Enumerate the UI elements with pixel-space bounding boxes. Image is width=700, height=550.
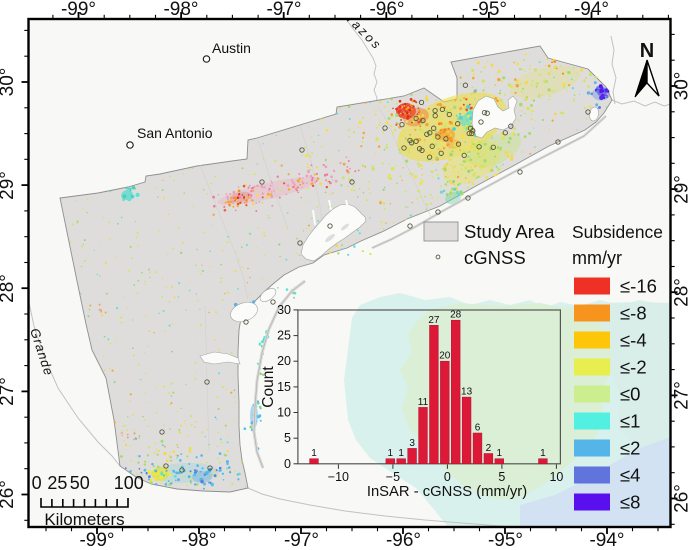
svg-text:-99°: -99° [79,530,114,550]
svg-text:5: 5 [284,431,291,445]
svg-text:1: 1 [311,448,317,459]
svg-text:-96°: -96° [386,530,421,550]
svg-text:Study Area: Study Area [464,221,555,242]
svg-text:25: 25 [47,473,67,493]
svg-text:-94°: -94° [589,530,624,550]
svg-text:-96°: -96° [369,0,404,20]
svg-text:10: 10 [549,470,563,484]
svg-text:-98°: -98° [181,530,216,550]
svg-text:InSAR - cGNSS (mm/yr): InSAR - cGNSS (mm/yr) [367,484,527,500]
svg-text:28: 28 [450,310,462,321]
svg-text:15: 15 [277,380,291,394]
svg-text:26°: 26° [672,484,693,513]
svg-text:Subsidence: Subsidence [572,222,663,242]
svg-text:30°: 30° [672,72,693,101]
svg-text:≤0: ≤0 [620,384,640,405]
svg-text:13: 13 [461,387,473,398]
svg-text:N: N [640,40,654,62]
svg-text:27°: 27° [672,381,693,410]
svg-text:≤-2: ≤-2 [620,357,647,378]
svg-text:29°: 29° [672,175,693,204]
svg-text:27°: 27° [0,377,18,406]
svg-text:1: 1 [540,448,546,459]
svg-text:10: 10 [277,406,291,420]
svg-text:1: 1 [388,448,394,459]
svg-text:29°: 29° [0,171,18,200]
svg-text:≤-4: ≤-4 [620,330,647,351]
svg-text:Austin: Austin [212,40,251,56]
svg-text:≤8: ≤8 [620,492,640,513]
svg-text:−10: −10 [328,470,349,484]
svg-text:Count: Count [260,366,277,408]
svg-text:≤1: ≤1 [620,411,640,432]
svg-text:5: 5 [498,470,505,484]
svg-text:30°: 30° [0,68,18,97]
svg-text:11: 11 [418,397,429,408]
svg-text:-99°: -99° [61,0,96,20]
svg-text:26°: 26° [0,480,18,509]
svg-text:≤2: ≤2 [620,438,640,459]
svg-text:0: 0 [444,470,451,484]
svg-text:-97°: -97° [284,530,319,550]
svg-text:mm/yr: mm/yr [572,248,622,268]
svg-text:≤4: ≤4 [620,465,640,486]
svg-text:2: 2 [486,443,492,454]
svg-text:50: 50 [70,473,90,493]
svg-text:25: 25 [277,329,291,343]
svg-text:Kilometers: Kilometers [44,510,124,529]
svg-text:6: 6 [475,423,481,434]
svg-text:-95°: -95° [488,530,523,550]
svg-text:100: 100 [114,473,144,493]
svg-text:San Antonio: San Antonio [137,125,213,141]
svg-text:-95°: -95° [472,0,507,20]
svg-text:1: 1 [497,448,503,459]
svg-text:28°: 28° [0,274,18,303]
svg-text:28°: 28° [672,278,693,307]
svg-text:-98°: -98° [163,0,198,20]
svg-text:20: 20 [439,351,451,362]
svg-text:0: 0 [284,457,291,471]
svg-text:1: 1 [398,448,404,459]
svg-text:cGNSS: cGNSS [464,247,526,268]
svg-text:≤-16: ≤-16 [620,276,657,297]
svg-text:≤-8: ≤-8 [620,303,647,324]
svg-text:27: 27 [428,315,440,326]
svg-text:20: 20 [277,354,291,368]
svg-text:-94°: -94° [574,0,609,20]
svg-text:3: 3 [409,438,415,449]
svg-text:−5: −5 [386,470,400,484]
svg-text:-97°: -97° [266,0,301,20]
svg-text:0: 0 [32,473,42,493]
svg-text:30: 30 [277,303,291,317]
